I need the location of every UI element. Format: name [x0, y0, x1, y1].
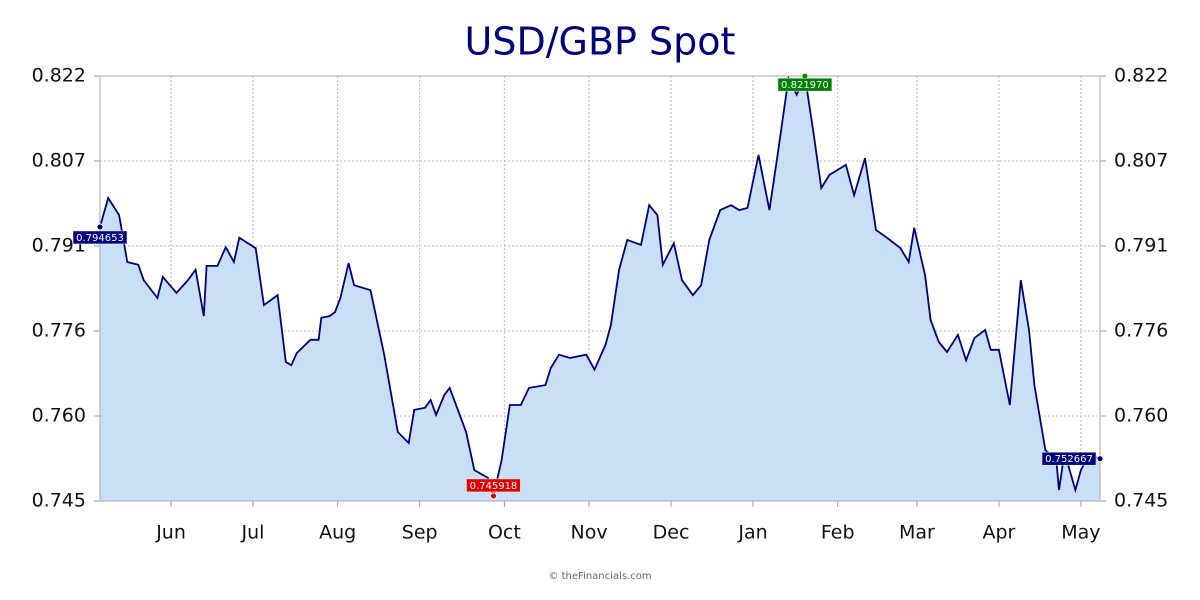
chart-title: USD/GBP Spot: [465, 20, 736, 64]
y2-tick-label: 0.745: [1114, 490, 1168, 512]
x-tick-label: Mar: [899, 522, 935, 544]
y-tick-label: 0.807: [32, 150, 86, 172]
point-marker: [1096, 455, 1104, 463]
y-tick-label: 0.760: [32, 405, 86, 427]
y2-tick-label: 0.776: [1114, 320, 1168, 342]
plot-border: [99, 75, 1101, 502]
y2-tick-label: 0.822: [1114, 65, 1168, 87]
y-tick-label: 0.822: [32, 65, 86, 87]
point-marker: [96, 223, 104, 231]
y-tick-label: 0.776: [32, 320, 86, 342]
value-label: 0.745918: [470, 481, 518, 492]
value-label: 0.821970: [781, 80, 829, 91]
x-tick-label: May: [1061, 522, 1100, 544]
value-label-box: [72, 230, 128, 245]
value-label-box: [466, 478, 521, 493]
x-tick-label: Dec: [653, 522, 690, 544]
value-label-box: [1041, 451, 1097, 466]
price-line: [99, 73, 1101, 500]
area-fill: [100, 76, 1100, 501]
y-tick-label: 0.791: [32, 235, 86, 257]
y2-tick-label: 0.760: [1114, 405, 1168, 427]
y2-tick-label: 0.791: [1114, 235, 1168, 257]
point-marker: [490, 492, 497, 500]
x-tick-label: Nov: [571, 522, 608, 544]
x-tick-label: Jun: [155, 522, 186, 544]
value-label: 0.794653: [76, 233, 124, 244]
value-label-box: [777, 77, 833, 92]
x-tick-label: Jul: [241, 522, 265, 544]
value-label: 0.752667: [1045, 454, 1093, 465]
x-tick-label: Aug: [319, 522, 356, 544]
x-tick-label: Sep: [402, 522, 438, 544]
y2-tick-label: 0.807: [1114, 150, 1168, 172]
source-note: © theFinancials.com: [548, 571, 651, 582]
x-tick-label: Oct: [488, 522, 521, 544]
y-tick-label: 0.745: [32, 490, 86, 512]
x-tick-label: Apr: [982, 522, 1015, 544]
x-tick-label: Jan: [737, 522, 767, 544]
x-tick-label: Feb: [821, 522, 855, 544]
